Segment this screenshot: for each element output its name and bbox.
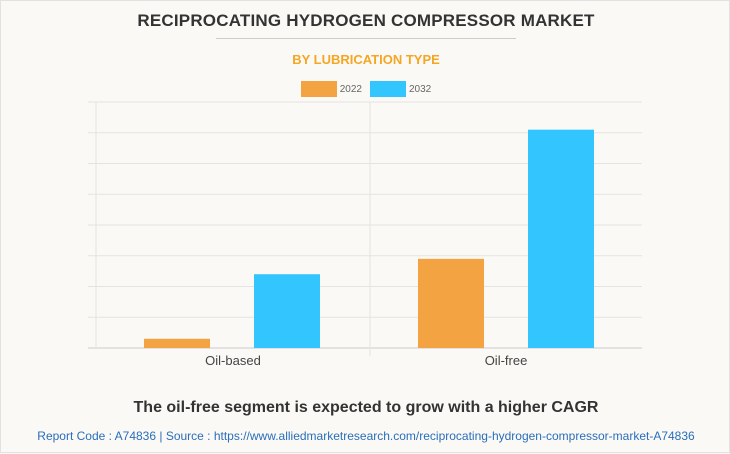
x-tick-label-oil-based: Oil-based	[205, 353, 261, 368]
legend-label-2022: 2022	[339, 83, 362, 95]
bar-oil-based-2022[interactable]	[144, 338, 210, 348]
legend-swatch-2032	[370, 81, 406, 97]
bar-oil-based-2032[interactable]	[254, 274, 320, 348]
legend-item-2032[interactable]: 2032	[370, 81, 431, 97]
chart-title: RECIPROCATING HYDROGEN COMPRESSOR MARKET	[137, 11, 595, 30]
legend-item-2022[interactable]: 2022	[300, 81, 362, 97]
bar-oil-free-2032[interactable]	[528, 129, 594, 348]
source-footer[interactable]: Report Code : A74836 | Source : https://…	[37, 429, 695, 443]
legend-label-2032: 2032	[409, 83, 432, 95]
chart-subtitle: BY LUBRICATION TYPE	[292, 52, 440, 67]
bar-oil-free-2022[interactable]	[418, 258, 484, 348]
x-tick-label-oil-free: Oil-free	[485, 353, 528, 368]
chart-caption: The oil-free segment is expected to grow…	[133, 399, 599, 416]
legend: 2022 2032	[1, 81, 730, 97]
title-divider	[216, 38, 516, 39]
legend-swatch-2022	[300, 81, 337, 97]
